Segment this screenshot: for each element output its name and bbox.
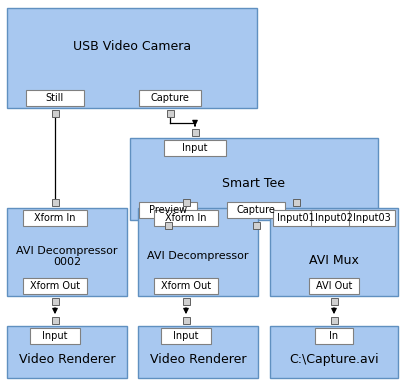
Text: AVI Mux: AVI Mux xyxy=(309,254,359,267)
Text: In: In xyxy=(329,331,339,341)
Text: Preview: Preview xyxy=(149,205,187,215)
Bar xyxy=(164,140,226,156)
Bar xyxy=(52,110,58,117)
Bar xyxy=(183,199,189,206)
Bar xyxy=(191,129,199,136)
Bar xyxy=(273,210,319,226)
Bar xyxy=(30,328,80,344)
Text: Input: Input xyxy=(173,331,199,341)
Bar xyxy=(139,90,201,106)
Bar xyxy=(23,210,87,226)
Text: Input: Input xyxy=(42,331,68,341)
Bar xyxy=(26,90,84,106)
Bar xyxy=(139,202,197,218)
Bar xyxy=(7,8,257,108)
Text: Video Renderer: Video Renderer xyxy=(150,353,246,366)
Text: Smart Tee: Smart Tee xyxy=(222,177,285,190)
Text: AVI Decompressor
0002: AVI Decompressor 0002 xyxy=(16,246,118,267)
Bar xyxy=(164,222,172,229)
Text: Xform Out: Xform Out xyxy=(161,281,211,291)
Bar xyxy=(270,208,398,296)
Bar xyxy=(130,138,378,220)
Bar xyxy=(7,208,127,296)
Bar xyxy=(315,328,353,344)
Bar xyxy=(270,326,398,378)
Bar xyxy=(161,328,211,344)
Text: C:\Capture.avi: C:\Capture.avi xyxy=(289,353,379,366)
Text: Xform In: Xform In xyxy=(34,213,76,223)
Bar xyxy=(166,110,174,117)
Bar xyxy=(330,317,337,324)
Bar xyxy=(183,317,189,324)
Text: Input03: Input03 xyxy=(353,213,391,223)
Bar xyxy=(293,199,299,206)
Text: Still: Still xyxy=(46,93,64,103)
Text: Xform In: Xform In xyxy=(165,213,207,223)
Bar xyxy=(349,210,395,226)
Bar xyxy=(183,298,189,305)
Bar xyxy=(138,326,258,378)
Text: AVI Decompressor: AVI Decompressor xyxy=(147,252,249,262)
Text: USB Video Camera: USB Video Camera xyxy=(73,40,191,53)
Bar xyxy=(227,202,285,218)
Text: Video Renderer: Video Renderer xyxy=(19,353,115,366)
Bar xyxy=(138,208,258,296)
Bar xyxy=(52,199,58,206)
Bar xyxy=(52,317,58,324)
Text: Capture: Capture xyxy=(237,205,275,215)
Text: Input02: Input02 xyxy=(315,213,353,223)
Text: AVI Out: AVI Out xyxy=(316,281,352,291)
Bar xyxy=(253,222,260,229)
Text: Input: Input xyxy=(182,143,208,153)
Bar xyxy=(309,278,359,294)
Bar xyxy=(154,210,218,226)
Bar xyxy=(23,278,87,294)
Bar xyxy=(330,298,337,305)
Text: Input01: Input01 xyxy=(277,213,315,223)
Text: Xform Out: Xform Out xyxy=(30,281,80,291)
Bar xyxy=(7,326,127,378)
Text: Capture: Capture xyxy=(151,93,189,103)
Bar xyxy=(52,298,58,305)
Bar xyxy=(311,210,357,226)
Bar xyxy=(154,278,218,294)
